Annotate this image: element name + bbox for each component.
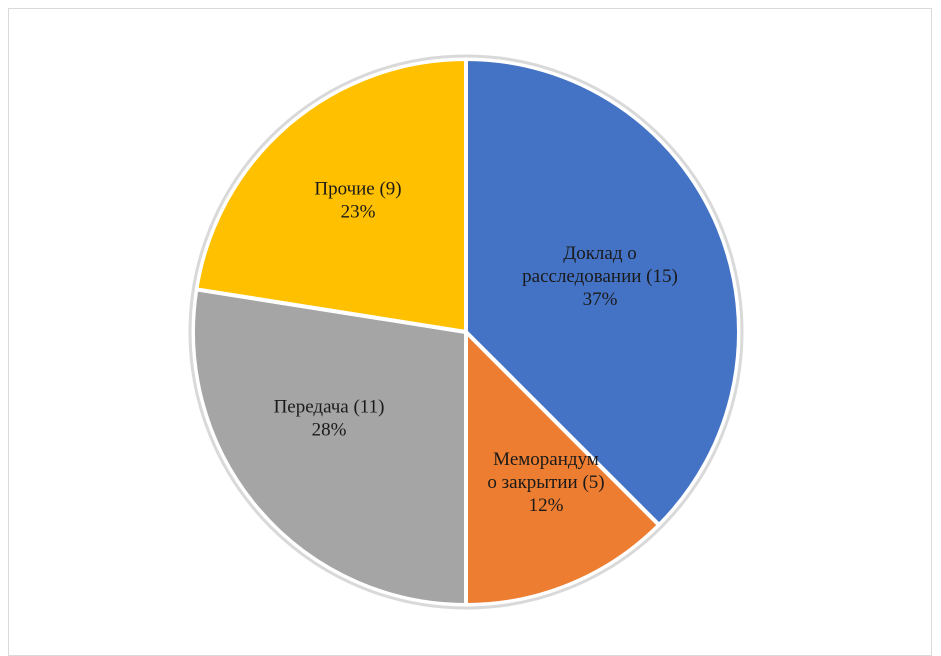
pie-slices — [191, 56, 741, 608]
slice-name: Доклад о — [563, 243, 637, 264]
pie-slice — [194, 56, 468, 335]
slice-percent: 23% — [341, 202, 376, 223]
slice-name: Передача (11) — [274, 397, 385, 418]
slice-label: Прочие (9) 23% — [314, 179, 401, 223]
slice-percent: 12% — [529, 495, 564, 516]
slice-name: расследовании (15) — [522, 266, 678, 287]
slice-label: Передача (11) 28% — [274, 397, 385, 441]
pie-rim — [188, 54, 744, 610]
slice-name: о закрытии (5) — [487, 472, 604, 493]
slice-name: Прочие (9) — [314, 179, 401, 200]
slice-label: Доклад о расследовании (15) 37% — [522, 243, 678, 310]
slice-name: Меморандум — [493, 449, 599, 470]
pie-slice — [464, 327, 662, 608]
pie-labels: Доклад о расследовании (15) 37% Меморандум о… — [274, 179, 678, 517]
pie-slice — [191, 287, 468, 608]
pie-slice — [464, 56, 741, 528]
slice-label: Меморандум о закрытии (5) 12% — [487, 449, 604, 516]
slice-percent: 37% — [583, 289, 618, 310]
slice-percent: 28% — [312, 420, 347, 441]
